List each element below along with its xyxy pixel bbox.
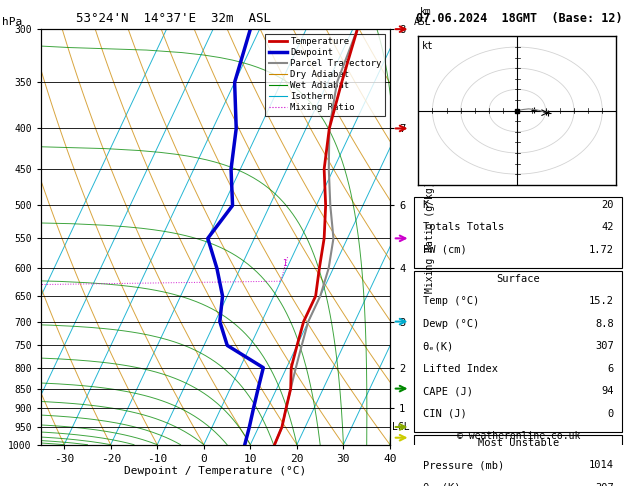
Text: 8.8: 8.8 bbox=[595, 319, 614, 329]
Text: Surface: Surface bbox=[496, 274, 540, 284]
Text: PW (cm): PW (cm) bbox=[423, 245, 466, 255]
Bar bbox=[414, 271, 623, 432]
Text: 1: 1 bbox=[282, 260, 287, 268]
Text: © weatheronline.co.uk: © weatheronline.co.uk bbox=[457, 431, 580, 440]
Text: Most Unstable: Most Unstable bbox=[477, 437, 559, 448]
Legend: Temperature, Dewpoint, Parcel Trajectory, Dry Adiabat, Wet Adiabat, Isotherm, Mi: Temperature, Dewpoint, Parcel Trajectory… bbox=[265, 34, 386, 116]
Text: Pressure (mb): Pressure (mb) bbox=[423, 460, 504, 470]
Text: 20: 20 bbox=[601, 200, 614, 210]
Text: 1014: 1014 bbox=[589, 460, 614, 470]
Bar bbox=[414, 435, 623, 486]
Text: 42: 42 bbox=[601, 223, 614, 232]
Text: 53°24'N  14°37'E  32m  ASL: 53°24'N 14°37'E 32m ASL bbox=[76, 12, 271, 25]
Text: Totals Totals: Totals Totals bbox=[423, 223, 504, 232]
Text: km
ASL: km ASL bbox=[415, 7, 432, 27]
Bar bbox=[414, 197, 623, 268]
Text: Dewp (°C): Dewp (°C) bbox=[423, 319, 479, 329]
Text: Mixing Ratio (g/kg): Mixing Ratio (g/kg) bbox=[425, 181, 435, 293]
X-axis label: Dewpoint / Temperature (°C): Dewpoint / Temperature (°C) bbox=[125, 467, 306, 476]
Text: CAPE (J): CAPE (J) bbox=[423, 386, 472, 396]
Text: hPa: hPa bbox=[3, 17, 23, 27]
Text: 6: 6 bbox=[608, 364, 614, 374]
Text: Lifted Index: Lifted Index bbox=[423, 364, 498, 374]
Text: 07.06.2024  18GMT  (Base: 12): 07.06.2024 18GMT (Base: 12) bbox=[416, 12, 622, 25]
Text: Temp (°C): Temp (°C) bbox=[423, 296, 479, 306]
Text: 15.2: 15.2 bbox=[589, 296, 614, 306]
Text: 1.72: 1.72 bbox=[589, 245, 614, 255]
Text: CIN (J): CIN (J) bbox=[423, 409, 466, 418]
Text: 94: 94 bbox=[601, 386, 614, 396]
Text: 307: 307 bbox=[595, 483, 614, 486]
Text: 0: 0 bbox=[608, 409, 614, 418]
Text: θₑ(K): θₑ(K) bbox=[423, 341, 454, 351]
Text: 307: 307 bbox=[595, 341, 614, 351]
Text: θₑ (K): θₑ (K) bbox=[423, 483, 460, 486]
Text: LCL: LCL bbox=[392, 422, 409, 432]
Text: K: K bbox=[423, 200, 429, 210]
Text: kt: kt bbox=[422, 41, 434, 51]
